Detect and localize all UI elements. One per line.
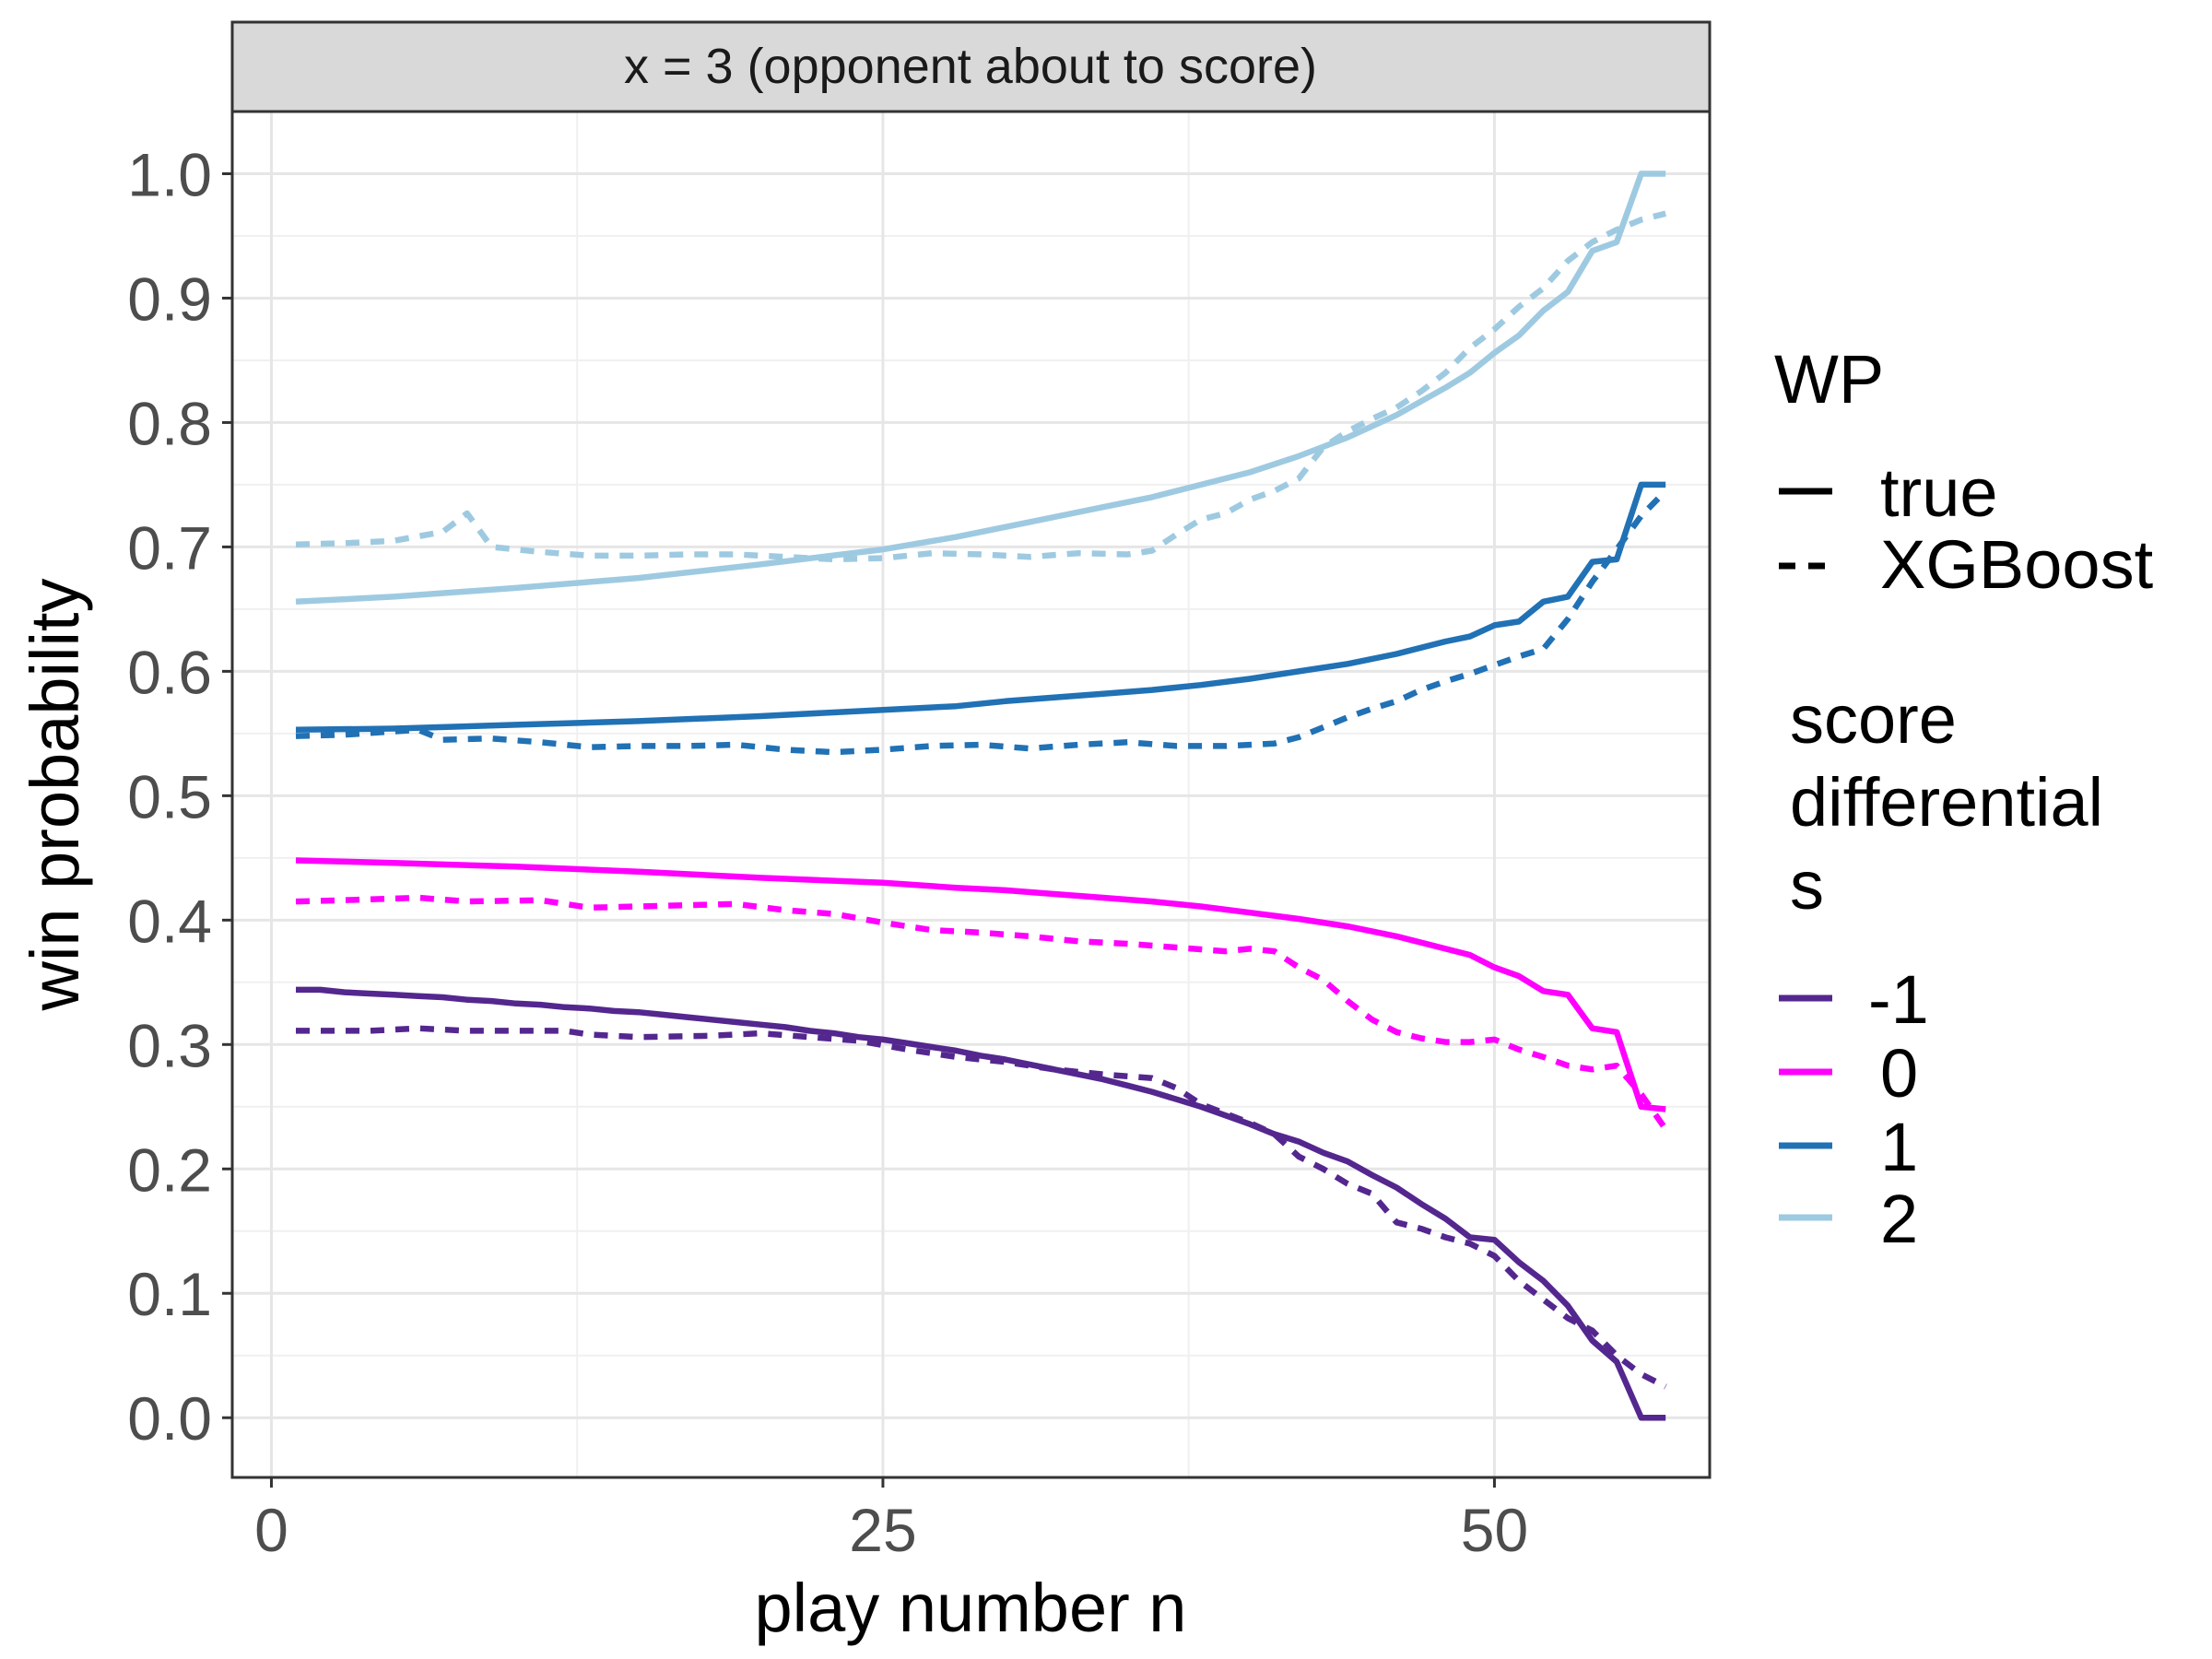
- x-tick-label: 50: [1461, 1496, 1528, 1564]
- y-tick-label: 1.0: [127, 140, 212, 208]
- series-line-s1-xgboost: [295, 488, 1668, 756]
- legend: WP true XGBoost score differential s -1 …: [1774, 341, 2154, 1257]
- legend-label-true: true: [1880, 454, 1998, 531]
- facet-label: x = 3 (opponent about to score): [624, 39, 1317, 94]
- y-tick-label: 0.7: [127, 513, 212, 582]
- x-axis: 0 25 50: [254, 1477, 1528, 1564]
- series-line-s1-true: [295, 481, 1666, 734]
- x-tick-label: 0: [254, 1496, 288, 1564]
- y-tick-label: 0.1: [127, 1260, 212, 1328]
- y-axis-title: win probability: [17, 579, 93, 1012]
- x-tick-label: 25: [849, 1496, 916, 1564]
- legend-color-title-line-1: score: [1790, 681, 1957, 758]
- y-tick-label: 0.5: [127, 762, 212, 830]
- series-line-s2-true: [295, 171, 1666, 606]
- y-tick-label: 0.8: [127, 389, 212, 457]
- series-line-s-1-true: [296, 986, 1666, 1421]
- y-tick-label: 0.9: [127, 265, 212, 333]
- series-line-s0-xgboost: [295, 894, 1668, 1131]
- series-layer: [295, 171, 1668, 1421]
- y-tick-label: 0.6: [127, 638, 212, 706]
- x-axis-title: play number n: [755, 1570, 1187, 1646]
- legend-color-title-line-2: differential: [1790, 764, 2103, 841]
- legend-label-s-neg1: -1: [1868, 961, 1929, 1038]
- legend-label-s-2: 2: [1880, 1181, 1918, 1257]
- y-tick-label: 0.2: [127, 1135, 212, 1204]
- legend-label-s-1: 1: [1880, 1109, 1918, 1185]
- series-line-s0-true: [295, 857, 1666, 1112]
- series-line-s2-xgboost: [295, 210, 1666, 563]
- y-axis: 0.0 0.1 0.2 0.3 0.4 0.5 0.6 0.7 0.8 0.9 1.0: [127, 140, 232, 1453]
- legend-label-xgboost: XGBoost: [1880, 526, 2154, 603]
- legend-linetype-title: WP: [1774, 341, 1884, 418]
- y-tick-label: 0.0: [127, 1384, 212, 1453]
- y-tick-label: 0.4: [127, 887, 212, 955]
- legend-label-s-0: 0: [1880, 1035, 1918, 1112]
- y-tick-label: 0.3: [127, 1011, 212, 1079]
- facet-strip: [230, 20, 1712, 113]
- legend-color-title-line-3: s: [1790, 847, 1824, 924]
